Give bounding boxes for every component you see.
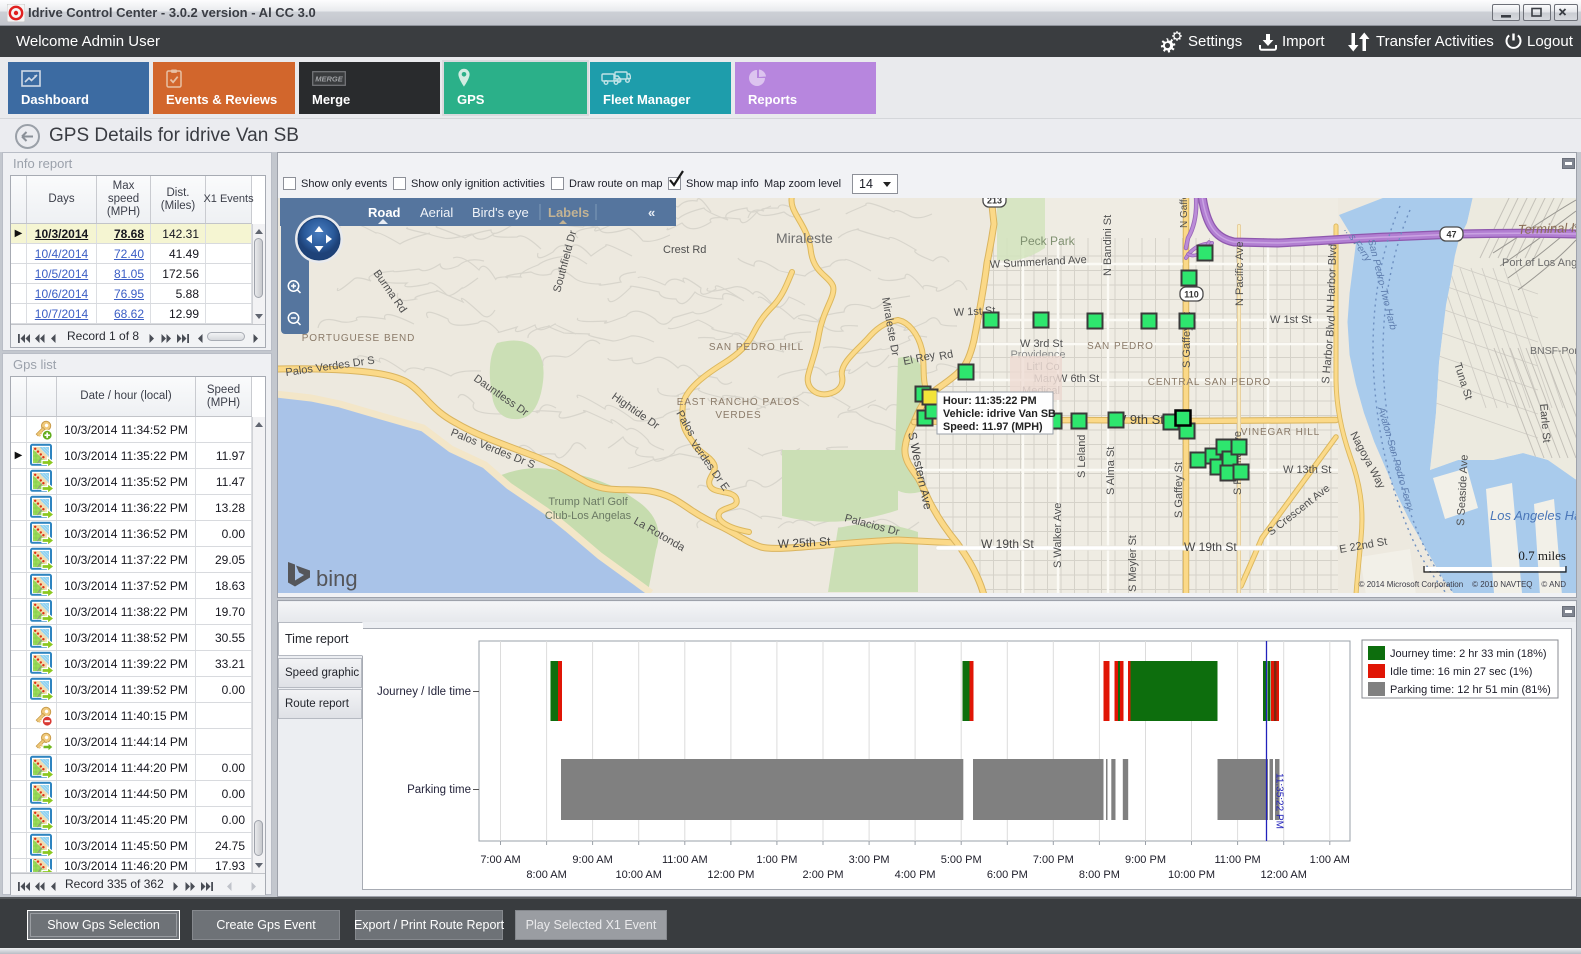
svg-text:Labels: Labels — [548, 205, 589, 220]
svg-text:W 19th St: W 19th St — [1184, 540, 1237, 554]
svg-text:7:00 AM: 7:00 AM — [480, 854, 520, 866]
svg-text:Speed: 11.97 (MPH): Speed: 11.97 (MPH) — [943, 421, 1043, 433]
svg-text:Idle time: 16 min 27 sec (1%): Idle time: 16 min 27 sec (1%) — [1390, 666, 1532, 678]
svg-text:N Pacific Ave: N Pacific Ave — [1234, 241, 1246, 306]
svg-text:Vehicle: idrive Van SB: Vehicle: idrive Van SB — [943, 408, 1056, 420]
svg-text:BNSF-Port: BNSF-Port — [1530, 345, 1576, 357]
svg-text:Aerial: Aerial — [420, 205, 453, 220]
svg-text:2:00 PM: 2:00 PM — [803, 869, 844, 881]
svg-text:E A S T R A N C H O P A L O: E A S T R A N C H O P A L O S — [677, 397, 800, 408]
svg-text:3:00 PM: 3:00 PM — [849, 854, 890, 866]
svg-text:W Summerland Ave: W Summerland Ave — [990, 254, 1088, 271]
svg-text:S Alma St: S Alma St — [1105, 447, 1117, 495]
svg-text:W 25th St: W 25th St — [777, 534, 831, 551]
svg-text:S Walker Ave: S Walker Ave — [1052, 503, 1064, 568]
svg-text:Terminal Is: Terminal Is — [1518, 220, 1576, 237]
svg-text:7:00 PM: 7:00 PM — [1033, 854, 1074, 866]
svg-text:© 2014 Microsoft Corporation: © 2014 Microsoft Corporation © 2010 NAVT… — [1359, 580, 1567, 589]
svg-text:Parking time: Parking time — [407, 784, 471, 796]
svg-text:Road: Road — [368, 205, 401, 220]
svg-text:N Harbor Blvd: N Harbor Blvd — [1325, 244, 1339, 313]
svg-text:1:00 PM: 1:00 PM — [756, 854, 797, 866]
svg-text:S A N P E D R O H I L L: S A N P E D R O H I L L — [709, 342, 804, 353]
svg-text:W 3rd St: W 3rd St — [1020, 338, 1063, 350]
svg-text:213: 213 — [987, 198, 1002, 206]
svg-text:11:00 PM: 11:00 PM — [1214, 854, 1260, 866]
svg-text:N Gaffey Pl: N Gaffey Pl — [1179, 198, 1190, 228]
svg-text:Trump Nat'l Golf: Trump Nat'l Golf — [548, 496, 628, 508]
svg-text:W 9th St: W 9th St — [1114, 412, 1164, 427]
svg-text:V E R D E S: V E R D E S — [715, 410, 761, 421]
svg-text:10:00 PM: 10:00 PM — [1168, 869, 1215, 881]
svg-text:N Bandini St: N Bandini St — [1102, 215, 1114, 276]
svg-text:Port of Los Angel: Port of Los Angel — [1502, 257, 1576, 269]
svg-text:12:00 AM: 12:00 AM — [1260, 869, 1306, 881]
svg-text:S Meyler St: S Meyler St — [1127, 535, 1139, 592]
svg-text:8:00 AM: 8:00 AM — [526, 869, 566, 881]
svg-text:Rd: Rd — [938, 348, 954, 363]
svg-text:Journey time: 2 hr 33 min (18%: Journey time: 2 hr 33 min (18%) — [1390, 648, 1547, 660]
svg-text:9:00 PM: 9:00 PM — [1125, 854, 1166, 866]
svg-text:S A N P E D R O: S A N P E D R O — [1087, 341, 1153, 352]
svg-text:Peck Park: Peck Park — [1020, 234, 1076, 248]
svg-text:0.7 miles: 0.7 miles — [1518, 548, 1566, 563]
svg-text:Parking time: 12 hr 51 min (81: Parking time: 12 hr 51 min (81%) — [1390, 684, 1551, 696]
svg-text:S Leland: S Leland — [1076, 435, 1088, 478]
svg-text:P O R T U G U E S E B E N D: P O R T U G U E S E B E N D — [302, 333, 415, 344]
svg-text:Earle St: Earle St — [1537, 403, 1552, 443]
svg-text:110: 110 — [1184, 290, 1199, 300]
svg-text:S Harbor Blvd: S Harbor Blvd — [1320, 315, 1338, 384]
svg-text:«: « — [648, 205, 655, 220]
svg-text:Miraleste: Miraleste — [776, 230, 833, 246]
svg-text:47: 47 — [1446, 230, 1456, 240]
svg-text:Journey / Idle time: Journey / Idle time — [377, 686, 471, 698]
svg-text:S Seaside Ave: S Seaside Ave — [1455, 454, 1471, 526]
svg-text:12:00 PM: 12:00 PM — [707, 869, 754, 881]
svg-text:1:00 AM: 1:00 AM — [1310, 854, 1350, 866]
svg-text:bing: bing — [316, 566, 358, 591]
svg-text:11:35:22 PM: 11:35:22 PM — [1274, 773, 1285, 829]
svg-text:Crest Rd: Crest Rd — [663, 244, 706, 256]
svg-text:W 6th St: W 6th St — [1057, 373, 1099, 385]
svg-text:W 19th St: W 19th St — [981, 537, 1034, 551]
svg-text:9:00 AM: 9:00 AM — [572, 854, 612, 866]
svg-text:Club-Los Angelas: Club-Los Angelas — [545, 510, 632, 522]
svg-text:4:00 PM: 4:00 PM — [895, 869, 936, 881]
svg-text:5:00 PM: 5:00 PM — [941, 854, 982, 866]
svg-text:S Gaffey St: S Gaffey St — [1173, 462, 1185, 518]
svg-text:MERGE: MERGE — [315, 75, 344, 84]
svg-text:C E N T R A L S A N P E D R: C E N T R A L S A N P E D R O — [1148, 377, 1271, 388]
svg-text:8:00 PM: 8:00 PM — [1079, 869, 1120, 881]
svg-text:V I N E G A R H I L L: V I N E G A R H I L L — [1241, 427, 1320, 438]
svg-text:11:00 AM: 11:00 AM — [662, 854, 708, 866]
svg-text:Hour: 11:35:22 PM: Hour: 11:35:22 PM — [943, 395, 1037, 407]
svg-text:Los Angeles Harb: Los Angeles Harb — [1490, 508, 1576, 523]
svg-text:Bird's eye: Bird's eye — [472, 205, 529, 220]
svg-text:W 1st St: W 1st St — [1270, 314, 1312, 326]
svg-text:W 13th St: W 13th St — [1283, 464, 1331, 476]
svg-text:6:00 PM: 6:00 PM — [987, 869, 1028, 881]
svg-text:10:00 AM: 10:00 AM — [615, 869, 661, 881]
